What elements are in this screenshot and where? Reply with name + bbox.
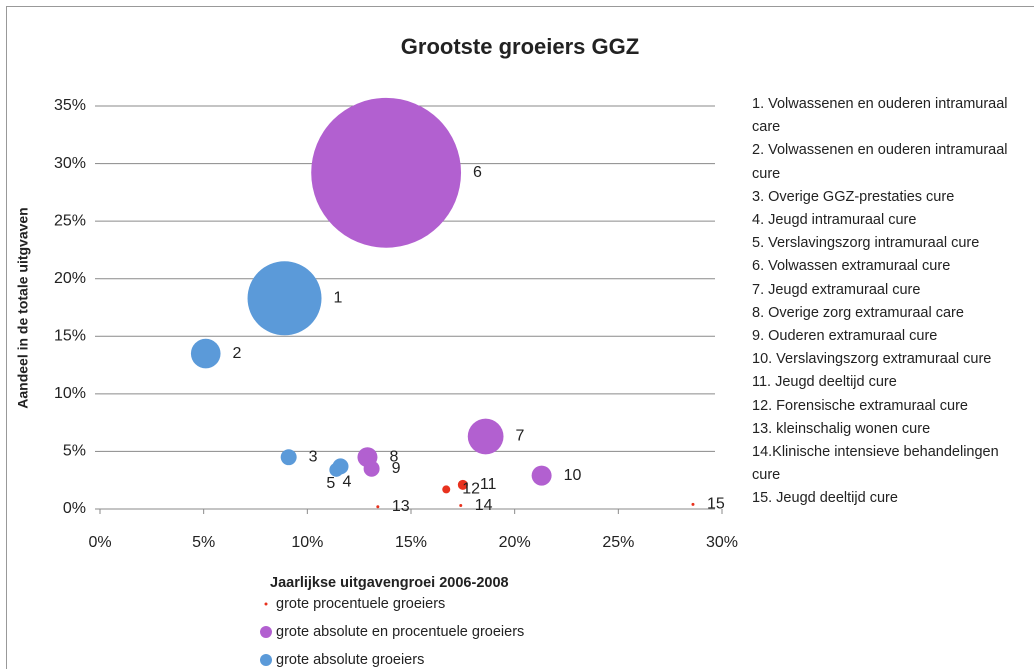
point-label: 8 xyxy=(389,448,398,465)
bubble xyxy=(280,449,297,466)
point-label: 14 xyxy=(475,497,493,514)
point-label: 2 xyxy=(233,345,242,362)
legend-label: grote absolute en procentuele groeiers xyxy=(276,624,524,640)
x-tick-label: 20% xyxy=(499,534,531,551)
bubble xyxy=(311,97,462,248)
point-label: 9 xyxy=(392,460,401,477)
y-tick-label: 20% xyxy=(54,270,86,287)
note: 1. Volwassenen en ouderen intramuraal ca… xyxy=(752,96,1008,136)
legend-marker xyxy=(260,626,272,638)
bubble xyxy=(459,504,463,508)
note: 4. Jeugd intramuraal cure xyxy=(752,212,917,229)
note: 14.Klinische intensieve behandelingen cu… xyxy=(752,444,999,484)
bubble xyxy=(363,460,380,477)
y-tick-label: 30% xyxy=(54,155,86,172)
legend-marker xyxy=(260,654,272,666)
note: 8. Overige zorg extramuraal care xyxy=(752,304,964,321)
point-label: 13 xyxy=(392,498,410,515)
legend-label: grote absolute groeiers xyxy=(276,652,424,668)
y-tick-label: 10% xyxy=(54,385,86,402)
point-label: 12 xyxy=(462,481,480,498)
point-label: 15 xyxy=(707,496,725,513)
note: 9. Ouderen extramuraal cure xyxy=(752,328,938,345)
x-tick-label: 10% xyxy=(291,534,323,551)
note: 11. Jeugd deeltijd cure xyxy=(752,374,897,391)
y-tick-label: 35% xyxy=(54,97,86,114)
x-tick-label: 15% xyxy=(395,534,427,551)
x-axis-label: Jaarlijkse uitgavengroei 2006-2008 xyxy=(270,575,509,591)
note: 2. Volwassenen en ouderen intramuraal cu… xyxy=(752,142,1008,182)
x-tick-label: 5% xyxy=(192,534,215,551)
bubble xyxy=(190,338,221,369)
frame xyxy=(6,6,1034,669)
bubble xyxy=(467,418,504,455)
point-label: 5 xyxy=(326,475,335,492)
point-label: 10 xyxy=(564,467,582,484)
point-label: 11 xyxy=(480,476,497,493)
x-tick-label: 30% xyxy=(706,534,738,551)
note: 15. Jeugd deeltijd cure xyxy=(752,490,898,507)
note: 3. Overige GGZ-prestaties cure xyxy=(752,188,955,205)
note: 12. Forensische extramuraal cure xyxy=(752,397,968,414)
y-tick-label: 0% xyxy=(63,500,86,517)
note: 7. Jeugd extramuraal cure xyxy=(752,281,921,298)
bubble xyxy=(531,465,552,486)
legend-marker xyxy=(264,602,268,606)
bubble xyxy=(376,505,380,509)
bubble xyxy=(329,462,344,477)
point-label: 1 xyxy=(334,290,343,307)
point-label: 3 xyxy=(309,448,318,465)
x-tick-label: 0% xyxy=(88,534,111,551)
y-tick-label: 15% xyxy=(54,328,86,345)
bubble xyxy=(691,502,695,506)
legend-label: grote procentuele groeiers xyxy=(276,596,445,612)
note: 10. Verslavingszorg extramuraal cure xyxy=(752,351,992,368)
note: 5. Verslavingszorg intramuraal cure xyxy=(752,235,980,252)
y-axis-label: Aandeel in de totale uitgvaven xyxy=(15,207,31,409)
bubble xyxy=(247,261,322,336)
note: 6. Volwassen extramuraal cure xyxy=(752,258,951,275)
point-label: 4 xyxy=(343,474,352,491)
bubble xyxy=(457,479,468,490)
x-tick-label: 25% xyxy=(602,534,634,551)
note: 13. kleinschalig wonen cure xyxy=(752,420,931,437)
point-label: 7 xyxy=(516,428,525,445)
y-tick-label: 25% xyxy=(54,212,86,229)
chart-title: Grootste groeiers GGZ xyxy=(401,34,639,59)
y-tick-label: 5% xyxy=(63,443,86,460)
notes-list: 1. Volwassenen en ouderen intramuraal ca… xyxy=(752,93,1020,511)
bubble xyxy=(442,485,451,494)
point-label: 6 xyxy=(473,164,482,181)
